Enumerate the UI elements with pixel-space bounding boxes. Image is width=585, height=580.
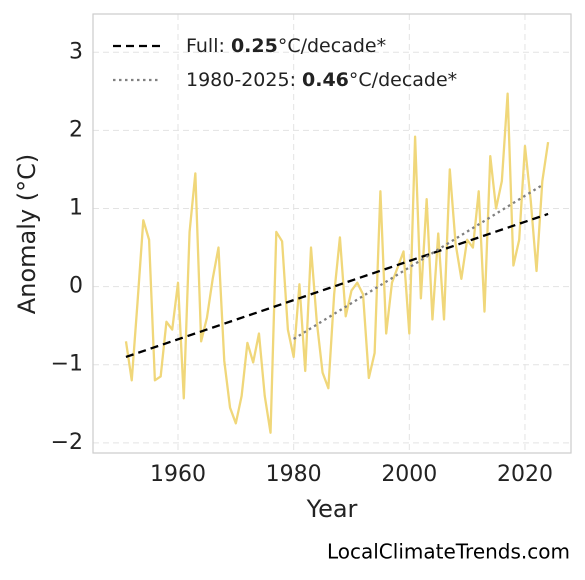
legend-text: Full:	[186, 35, 231, 57]
trend-line	[293, 184, 543, 340]
x-tick-label: 2000	[381, 462, 437, 487]
plot-frame	[92, 13, 572, 454]
legend-text: 0.25	[231, 35, 278, 57]
legend-label: Full: 0.25°C/decade*	[186, 35, 386, 57]
legend-text: 1980-2025:	[186, 69, 302, 91]
trend-line	[125, 212, 549, 359]
data-line	[124, 92, 550, 434]
legend-text: °C/decade*	[349, 69, 457, 91]
y-tick-label: 1	[69, 196, 83, 221]
legend-text: 0.46	[302, 69, 349, 91]
y-tick-label: 3	[69, 39, 83, 64]
y-axis-label: Anomaly (°C)	[13, 154, 41, 314]
x-axis-label: Year	[306, 495, 358, 523]
legend-label: 1980-2025: 0.46°C/decade*	[186, 69, 457, 91]
y-tick-label: −1	[51, 352, 83, 377]
source: LocalClimateTrends.com	[327, 540, 570, 564]
y-tick-label: −2	[51, 430, 83, 455]
x-tick-label: 2020	[497, 462, 553, 487]
legend-text: °C/decade*	[278, 35, 386, 57]
x-tick-label: 1980	[266, 462, 322, 487]
y-tick-label: 0	[69, 274, 83, 299]
x-tick-label: 1960	[150, 462, 206, 487]
y-tick-label: 2	[69, 117, 83, 142]
